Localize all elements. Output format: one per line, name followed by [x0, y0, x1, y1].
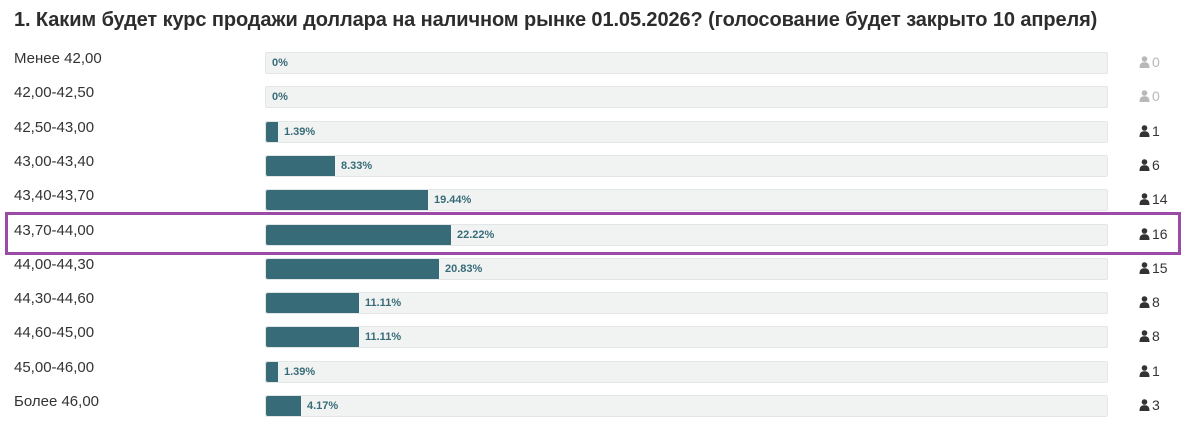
vote-count: 14	[1139, 190, 1168, 208]
progress-track: 0%	[265, 86, 1108, 109]
percent-label: 20.83%	[445, 262, 483, 275]
progress-track: 20.83%	[265, 257, 1108, 280]
percent-label: 11.11%	[365, 331, 402, 344]
vote-count: 3	[1139, 396, 1160, 414]
vote-count: 0	[1139, 87, 1160, 105]
option-label: 43,40-43,70	[14, 187, 95, 205]
poll-option-row: 42,50-43,00 1.39% 1	[0, 117, 1191, 151]
option-label: 45,00-46,00	[14, 358, 95, 376]
progress-fill	[266, 190, 428, 211]
poll-option-row: 44,60-45,00 11.11% 8	[0, 322, 1191, 356]
vote-count: 8	[1139, 327, 1160, 345]
poll-option-row: Менее 42,00 0% 0	[0, 48, 1191, 82]
progress-fill	[266, 121, 278, 142]
person-icon	[1139, 56, 1150, 68]
vote-count: 1	[1139, 122, 1160, 140]
vote-count-value: 15	[1152, 259, 1168, 276]
progress-track: 11.11%	[265, 292, 1108, 315]
option-label: 42,00-42,50	[14, 84, 95, 102]
vote-count-value: 16	[1152, 225, 1168, 242]
poll-option-row: 43,00-43,40 8.33% 6	[0, 151, 1191, 185]
poll-option-row: 45,00-46,00 1.39% 1	[0, 357, 1191, 391]
percent-label: 0%	[272, 57, 288, 69]
person-icon	[1139, 124, 1150, 137]
poll-option-row: Более 46,00 4.17% 3	[0, 391, 1191, 425]
progress-track: 11.11%	[265, 326, 1108, 349]
progress-fill	[266, 155, 335, 176]
percent-label: 4.17%	[307, 400, 339, 412]
person-icon	[1139, 399, 1150, 411]
person-icon	[1139, 296, 1150, 309]
vote-count-value: 0	[1152, 88, 1160, 105]
poll-option-row: 44,30-44,60 11.11% 8	[0, 288, 1191, 322]
percent-label: 1.39%	[284, 365, 316, 378]
poll-option-row: 43,70-44,00 22.22% 16	[0, 220, 1191, 254]
poll-option-row: 43,40-43,70 19.44% 14	[0, 185, 1191, 219]
vote-count: 16	[1139, 225, 1168, 243]
progress-fill	[266, 224, 451, 245]
option-label: Более 46,00	[14, 393, 99, 410]
person-icon	[1139, 261, 1150, 274]
vote-count-value: 0	[1152, 54, 1160, 70]
person-icon	[1139, 193, 1150, 206]
progress-track: 1.39%	[265, 360, 1108, 383]
option-label: Менее 42,00	[14, 50, 102, 67]
vote-count-value: 8	[1152, 294, 1160, 311]
person-icon	[1139, 90, 1150, 103]
person-icon	[1139, 227, 1150, 240]
option-label: 44,00-44,30	[14, 255, 95, 273]
vote-count-value: 1	[1152, 362, 1160, 379]
vote-count: 0	[1139, 53, 1160, 71]
percent-label: 19.44%	[434, 194, 472, 207]
vote-count-value: 8	[1152, 328, 1160, 345]
progress-track: 1.39%	[265, 120, 1108, 143]
progress-track: 19.44%	[265, 189, 1108, 212]
option-label: 43,00-43,40	[14, 152, 95, 170]
option-label: 44,30-44,60	[14, 290, 95, 308]
vote-count-value: 1	[1152, 122, 1160, 139]
progress-fill	[266, 396, 301, 416]
vote-count: 1	[1139, 362, 1160, 380]
vote-count: 6	[1139, 156, 1160, 174]
percent-label: 8.33%	[341, 159, 373, 172]
percent-label: 22.22%	[457, 228, 495, 241]
progress-track: 22.22%	[265, 223, 1108, 246]
poll-option-row: 44,00-44,30 20.83% 15	[0, 254, 1191, 288]
percent-label: 1.39%	[284, 125, 316, 138]
progress-track: 8.33%	[265, 154, 1108, 177]
person-icon	[1139, 364, 1150, 377]
vote-count: 8	[1139, 293, 1160, 311]
vote-count: 15	[1139, 259, 1168, 277]
option-label: 44,60-45,00	[14, 324, 95, 342]
progress-track: 0%	[265, 52, 1108, 74]
progress-track: 4.17%	[265, 395, 1108, 417]
percent-label: 11.11%	[365, 297, 402, 310]
vote-count-value: 14	[1152, 191, 1168, 208]
progress-fill	[266, 327, 359, 348]
option-label: 43,70-44,00	[14, 221, 95, 239]
percent-label: 0%	[272, 91, 288, 104]
poll-title: 1. Каким будет курс продажи доллара на н…	[14, 9, 1098, 31]
progress-fill	[266, 361, 278, 382]
progress-fill	[266, 258, 439, 279]
progress-fill	[266, 293, 359, 314]
poll-option-row: 42,00-42,50 0% 0	[0, 82, 1191, 116]
person-icon	[1139, 330, 1150, 343]
option-label: 42,50-43,00	[14, 118, 95, 136]
vote-count-value: 3	[1152, 397, 1160, 413]
person-icon	[1139, 159, 1150, 171]
vote-count-value: 6	[1152, 156, 1160, 173]
